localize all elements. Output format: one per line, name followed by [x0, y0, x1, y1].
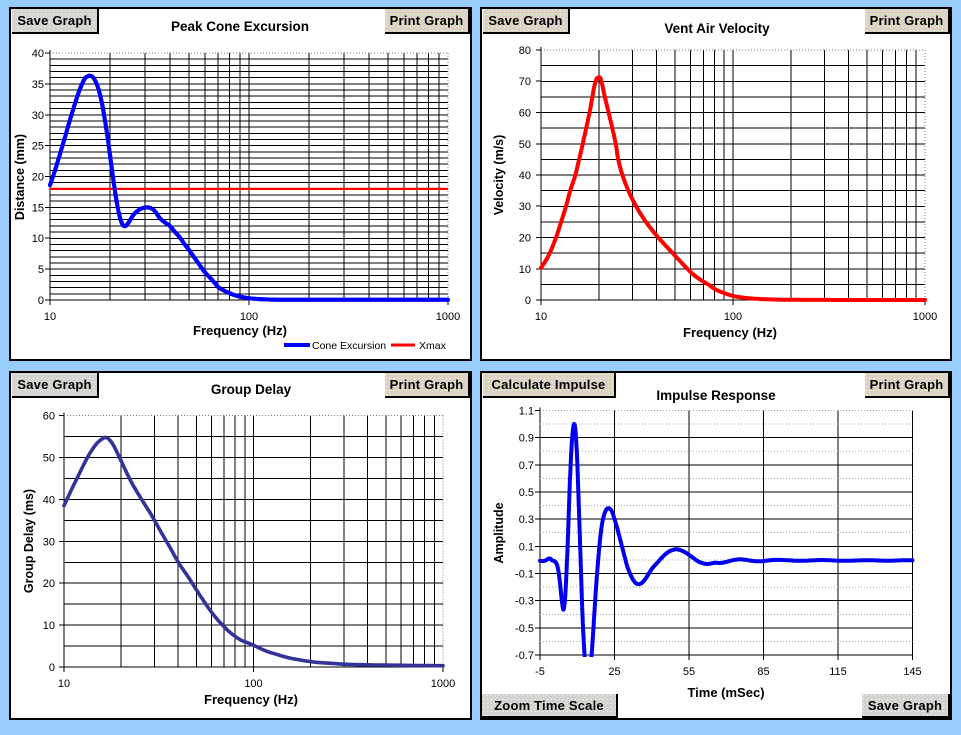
- svg-text:Group Delay: Group Delay: [211, 382, 292, 397]
- svg-text:0: 0: [525, 295, 531, 307]
- svg-text:40: 40: [519, 170, 531, 182]
- svg-text:35: 35: [32, 79, 44, 91]
- svg-text:Xmax: Xmax: [419, 340, 447, 352]
- svg-text:20: 20: [519, 233, 531, 245]
- svg-text:0.7: 0.7: [519, 460, 534, 472]
- svg-text:70: 70: [519, 76, 531, 88]
- svg-text:145: 145: [903, 666, 921, 678]
- svg-text:0: 0: [49, 662, 55, 674]
- svg-text:0.9: 0.9: [519, 433, 534, 445]
- svg-text:Frequency (Hz): Frequency (Hz): [193, 323, 287, 338]
- svg-text:-0.7: -0.7: [515, 650, 534, 662]
- svg-text:Group Delay (ms): Group Delay (ms): [22, 489, 36, 593]
- svg-text:30: 30: [32, 110, 44, 122]
- svg-text:100: 100: [724, 311, 742, 323]
- svg-text:100: 100: [240, 311, 258, 323]
- svg-text:60: 60: [519, 108, 531, 120]
- svg-text:60: 60: [43, 411, 55, 423]
- svg-text:-0.5: -0.5: [515, 623, 534, 635]
- svg-text:-0.3: -0.3: [515, 596, 534, 608]
- svg-text:5: 5: [38, 264, 44, 276]
- svg-text:0.3: 0.3: [519, 514, 534, 526]
- svg-text:10: 10: [58, 678, 70, 690]
- svg-text:100: 100: [244, 678, 262, 690]
- svg-text:-0.1: -0.1: [515, 569, 534, 581]
- svg-text:Cone Excursion: Cone Excursion: [312, 340, 386, 352]
- svg-text:1.1: 1.1: [519, 405, 534, 417]
- svg-text:10: 10: [519, 264, 531, 276]
- svg-text:Amplitude: Amplitude: [492, 502, 506, 563]
- svg-text:1000: 1000: [436, 311, 460, 323]
- svg-text:-5: -5: [535, 666, 545, 678]
- svg-text:50: 50: [519, 139, 531, 151]
- svg-text:1000: 1000: [431, 678, 455, 690]
- svg-text:40: 40: [43, 494, 55, 506]
- svg-text:40: 40: [32, 48, 44, 60]
- svg-text:10: 10: [535, 311, 547, 323]
- svg-text:Impulse Response: Impulse Response: [656, 388, 776, 403]
- svg-text:10: 10: [43, 620, 55, 632]
- svg-text:30: 30: [43, 536, 55, 548]
- svg-text:20: 20: [32, 172, 44, 184]
- svg-text:0: 0: [38, 295, 44, 307]
- svg-text:20: 20: [43, 578, 55, 590]
- svg-text:15: 15: [32, 202, 44, 214]
- svg-text:Peak Cone Excursion: Peak Cone Excursion: [171, 19, 309, 34]
- svg-text:30: 30: [519, 201, 531, 213]
- svg-text:Time (mSec): Time (mSec): [687, 685, 764, 700]
- svg-text:1000: 1000: [913, 311, 937, 323]
- svg-text:80: 80: [519, 45, 531, 57]
- svg-text:85: 85: [757, 666, 769, 678]
- svg-text:10: 10: [32, 233, 44, 245]
- svg-text:25: 25: [32, 141, 44, 153]
- svg-text:Vent Air Velocity: Vent Air Velocity: [664, 21, 770, 36]
- svg-text:Frequency (Hz): Frequency (Hz): [683, 325, 777, 340]
- svg-text:0.5: 0.5: [519, 487, 534, 499]
- svg-text:Distance (mm): Distance (mm): [13, 134, 27, 220]
- svg-text:115: 115: [829, 666, 847, 678]
- svg-text:10: 10: [44, 311, 56, 323]
- svg-text:55: 55: [683, 666, 695, 678]
- svg-text:25: 25: [608, 666, 620, 678]
- svg-text:50: 50: [43, 453, 55, 465]
- svg-text:Frequency (Hz): Frequency (Hz): [204, 692, 298, 707]
- svg-text:0.1: 0.1: [519, 541, 534, 553]
- svg-text:Velocity (m/s): Velocity (m/s): [492, 135, 506, 216]
